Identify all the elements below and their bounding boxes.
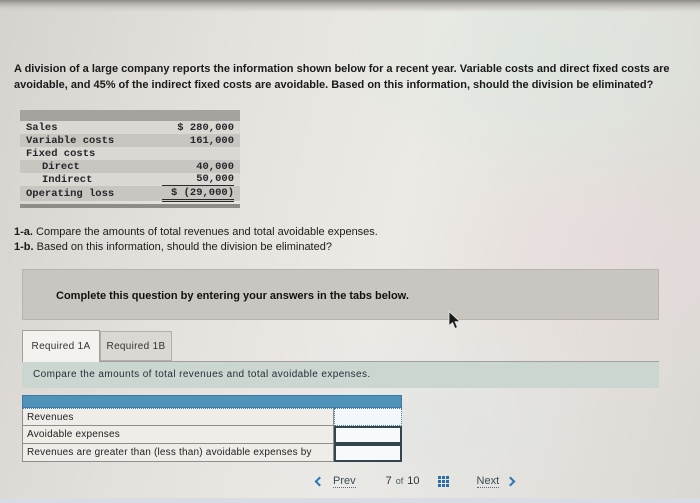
table-row: Revenues <box>22 408 402 426</box>
question-text: A division of a large company reports th… <box>14 62 694 93</box>
mouse-cursor-icon <box>448 310 462 335</box>
revenues-input[interactable] <box>334 408 402 426</box>
row-label: Variable costs <box>26 134 115 147</box>
page-total: 10 <box>407 475 420 487</box>
tab-prompt-text: Compare the amounts of total revenues an… <box>33 369 371 380</box>
screen-bottom-edge <box>0 498 700 503</box>
row-value: $ (29,000) <box>162 187 234 202</box>
row-label: Operating loss <box>26 188 115 200</box>
chevron-left-icon[interactable] <box>314 476 325 486</box>
row-value: 50,000 <box>162 173 234 186</box>
difference-input[interactable] <box>334 444 402 462</box>
sub-question-prefix: 1-b. <box>14 241 34 253</box>
row-label: Indirect <box>42 173 93 186</box>
table-row: Avoidable expenses <box>22 426 402 444</box>
financial-table-header-bar <box>20 110 240 121</box>
answer-table-header-bar <box>22 395 402 408</box>
sub-question-1b: 1-b. Based on this information, should t… <box>14 240 674 255</box>
table-row: Direct 40,000 <box>20 160 240 173</box>
table-row: Revenues are greater than (less than) av… <box>22 444 402 462</box>
page-separator: of <box>395 476 404 486</box>
financial-table: Sales $ 280,000 Variable costs 161,000 F… <box>20 110 240 208</box>
row-value: 161,000 <box>189 134 234 147</box>
page-status: 7 of 10 <box>386 475 420 487</box>
sub-questions: 1-a. Compare the amounts of total revenu… <box>14 225 674 255</box>
row-value: 40,000 <box>196 160 234 173</box>
chevron-right-icon[interactable] <box>505 476 516 486</box>
question-line-2: avoidable, and 45% of the indirect fixed… <box>14 78 654 91</box>
table-row: Indirect 50,000 <box>20 173 240 186</box>
answer-row-label: Avoidable expenses <box>22 426 334 444</box>
table-row: Sales $ 280,000 <box>20 121 240 134</box>
sub-question-text: Based on this information, should the di… <box>36 241 332 253</box>
answer-table: Revenues Avoidable expenses Revenues are… <box>22 395 402 462</box>
screen-top-edge <box>0 0 700 12</box>
question-line-1: A division of a large company reports th… <box>14 63 670 75</box>
row-label: Direct <box>42 160 80 173</box>
table-row: Operating loss $ (29,000) <box>20 186 240 202</box>
question-map-grid-icon[interactable] <box>437 475 449 487</box>
instruction-panel: Complete this question by entering your … <box>22 269 659 320</box>
instruction-text: Complete this question by entering your … <box>56 290 409 302</box>
row-label: Sales <box>26 121 58 134</box>
financial-table-bottom-bar <box>20 204 240 208</box>
next-button[interactable]: Next <box>476 474 500 488</box>
tab-content-panel: Compare the amounts of total revenues an… <box>22 361 659 388</box>
prev-button[interactable]: Prev <box>333 474 356 488</box>
sub-question-text: Compare the amounts of total revenues an… <box>36 226 378 238</box>
row-label: Fixed costs <box>26 147 96 160</box>
row-value: $ 280,000 <box>177 121 234 134</box>
sub-question-prefix: 1-a. <box>14 226 33 238</box>
sub-question-1a: 1-a. Compare the amounts of total revenu… <box>14 225 674 240</box>
table-row: Fixed costs <box>20 147 240 160</box>
table-row: Variable costs 161,000 <box>20 134 240 147</box>
tab-required-1a[interactable]: Required 1A <box>22 330 100 362</box>
pagination-bar: Prev 7 of 10 Next <box>312 470 516 492</box>
page-current: 7 <box>385 475 392 487</box>
answer-row-label: Revenues <box>22 408 334 426</box>
tab-required-1b[interactable]: Required 1B <box>100 331 172 361</box>
avoidable-expenses-input[interactable] <box>334 426 402 444</box>
answer-row-label: Revenues are greater than (less than) av… <box>22 444 334 462</box>
